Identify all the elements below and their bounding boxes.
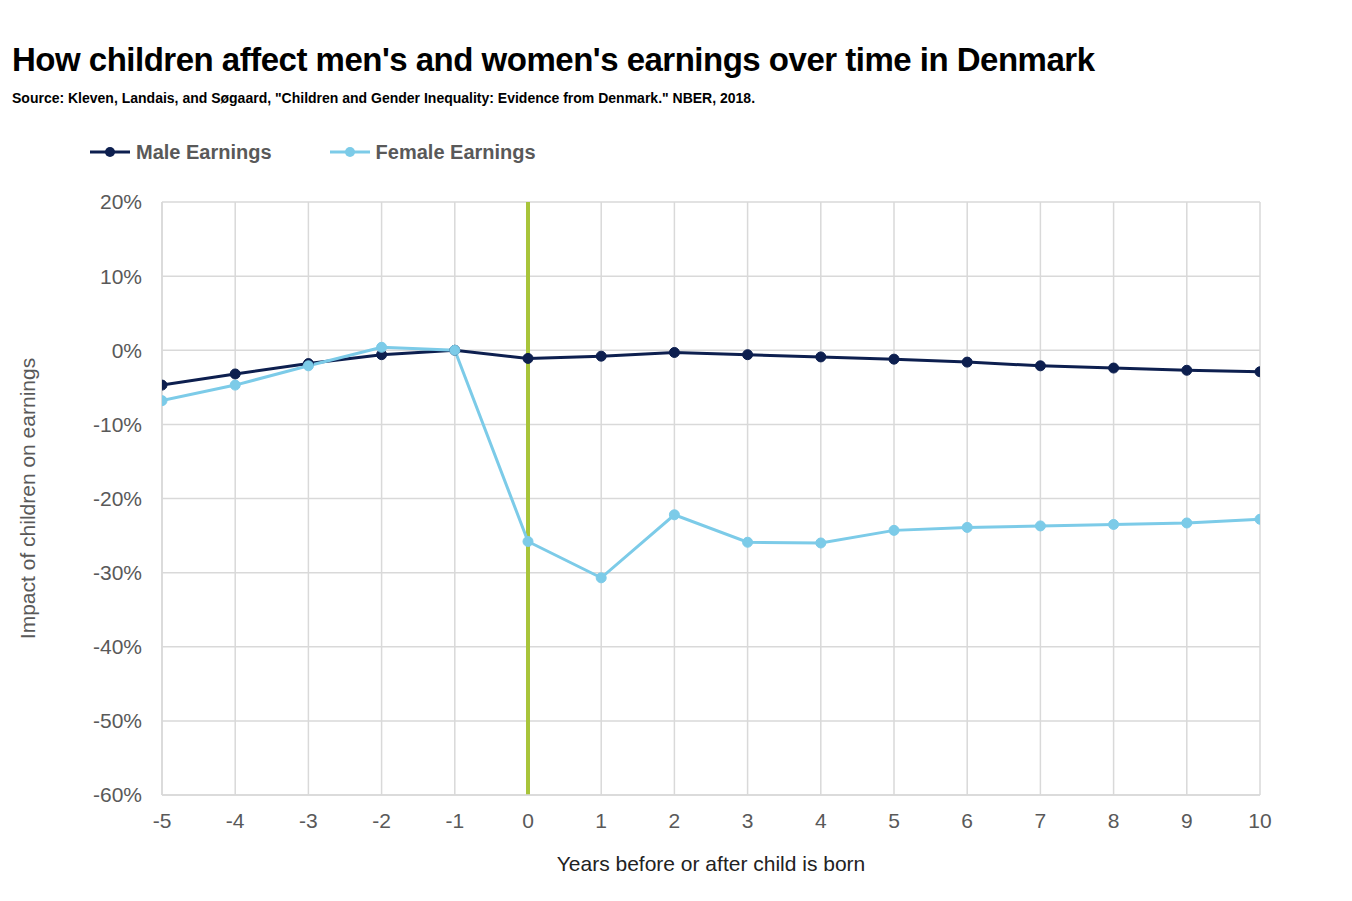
svg-text:-30%: -30% <box>93 561 142 584</box>
svg-text:10%: 10% <box>100 265 142 288</box>
svg-text:1: 1 <box>595 809 607 832</box>
svg-text:-5: -5 <box>153 809 172 832</box>
svg-text:3: 3 <box>742 809 754 832</box>
svg-text:4: 4 <box>815 809 827 832</box>
svg-text:-3: -3 <box>299 809 318 832</box>
svg-text:6: 6 <box>961 809 973 832</box>
svg-text:20%: 20% <box>100 190 142 213</box>
html-text:How children affect men's and: How children affect men's and women's ea… <box>12 41 1095 78</box>
svg-text:-50%: -50% <box>93 709 142 732</box>
svg-text:7: 7 <box>1035 809 1047 832</box>
svg-text:Years before or after child is: Years before or after child is born <box>557 852 866 875</box>
svg-text:-60%: -60% <box>93 783 142 806</box>
svg-text:5: 5 <box>888 809 900 832</box>
svg-text:-40%: -40% <box>93 635 142 658</box>
svg-text:-4: -4 <box>226 809 245 832</box>
svg-text:0: 0 <box>522 809 534 832</box>
svg-text:Impact of children on earnings: Impact of children on earnings <box>16 358 39 639</box>
svg-text:-2: -2 <box>372 809 391 832</box>
svg-text:0%: 0% <box>112 339 142 362</box>
svg-text:10: 10 <box>1248 809 1271 832</box>
html-text:Female Earnings: Female Earnings <box>375 140 536 163</box>
html-text:Source: Kleven, Landais, and S: Source: Kleven, Landais, and Søgaard, "C… <box>12 90 755 106</box>
svg-text:9: 9 <box>1181 809 1193 832</box>
html-text:Male Earnings: Male Earnings <box>136 140 272 163</box>
svg-text:-20%: -20% <box>93 487 142 510</box>
svg-text:8: 8 <box>1108 809 1120 832</box>
svg-text:2: 2 <box>669 809 681 832</box>
svg-text:-1: -1 <box>445 809 464 832</box>
svg-text:-10%: -10% <box>93 413 142 436</box>
